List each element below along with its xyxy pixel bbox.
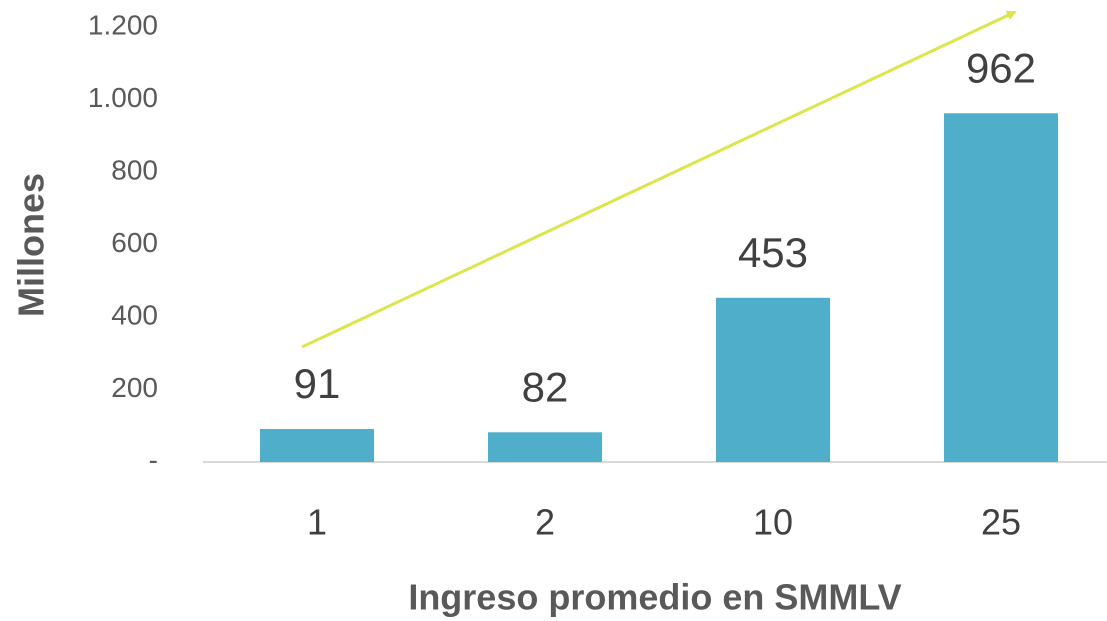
bar (488, 432, 602, 462)
bar (716, 297, 830, 462)
y-axis-title: Millones (11, 173, 52, 317)
x-tick-label: 10 (753, 502, 793, 543)
value-label: 82 (522, 363, 569, 410)
x-axis-title: Ingreso promedio en SMMLV (408, 577, 901, 618)
y-tick-label: 400 (111, 299, 158, 330)
y-tick-label: - (149, 444, 158, 475)
y-tick-label: 800 (111, 154, 158, 185)
x-tick-label: 1 (307, 502, 327, 543)
trend-arrow (301, 10, 1017, 349)
y-tick-label: 1.000 (88, 82, 158, 113)
y-tick-label: 1.200 (88, 9, 158, 40)
x-tick-label: 2 (535, 502, 555, 543)
bar (260, 429, 374, 462)
bar (944, 113, 1058, 463)
value-label: 962 (966, 44, 1036, 91)
y-tick-label: 200 (111, 372, 158, 403)
value-label: 91 (294, 360, 341, 407)
value-label: 453 (738, 229, 808, 276)
y-tick-label: 600 (111, 227, 158, 258)
x-tick-label: 25 (981, 502, 1021, 543)
